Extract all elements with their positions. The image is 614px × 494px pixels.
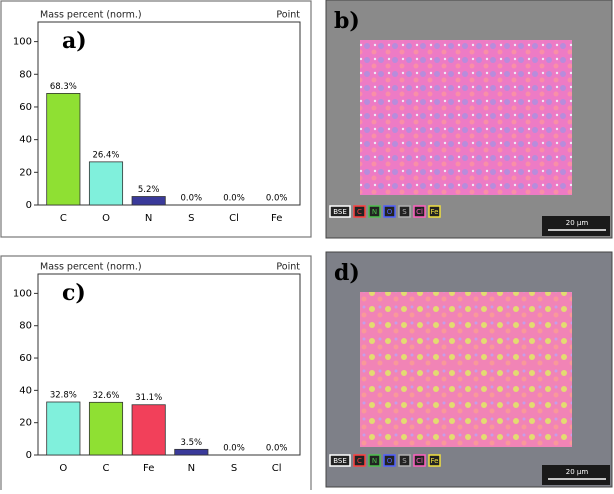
scale-box — [542, 465, 610, 485]
legend-box — [329, 205, 351, 218]
bar — [88, 401, 124, 456]
legend-box — [428, 454, 441, 467]
legend-box — [368, 454, 381, 467]
chart-title: Mass percent (norm.) — [40, 10, 142, 21]
x-tick-label: S — [231, 463, 237, 474]
value-label: 32.6% — [92, 391, 119, 401]
y-tick-label: 80 — [19, 69, 32, 80]
x-tick-label: O — [59, 463, 67, 474]
y-tick-label: 20 — [19, 167, 32, 178]
scale-box — [542, 216, 610, 236]
y-tick-label: 60 — [19, 353, 32, 364]
y-tick-label: 60 — [19, 102, 32, 113]
value-label: 0.0% — [266, 444, 288, 454]
scale-label: 20 µm — [566, 219, 589, 227]
legend-label: N — [372, 208, 377, 216]
y-tick-label: 100 — [13, 288, 32, 299]
y-tick-label: 0 — [26, 450, 32, 461]
panel-label: b) — [334, 8, 360, 34]
legend-label: C — [357, 208, 362, 216]
x-tick-label: Fe — [143, 463, 154, 474]
y-tick-label: 0 — [26, 200, 32, 211]
x-tick-label: C — [103, 463, 110, 474]
legend-box — [368, 205, 381, 218]
plot-area — [37, 273, 301, 456]
legend-box — [353, 205, 366, 218]
legend-label: O — [387, 457, 393, 465]
x-tick-label: S — [188, 213, 194, 224]
value-label: 0.0% — [181, 194, 203, 204]
legend-label: C — [357, 457, 362, 465]
panel-label: d) — [334, 260, 360, 286]
y-tick-label: 20 — [19, 418, 32, 429]
value-label: 26.4% — [92, 150, 119, 160]
legend-box — [413, 454, 426, 467]
legend-box — [428, 205, 441, 218]
y-tick-label: 100 — [13, 37, 32, 48]
value-label: 3.5% — [181, 438, 203, 448]
bar — [131, 196, 166, 206]
value-label: 5.2% — [138, 185, 160, 195]
legend-box — [398, 205, 411, 218]
legend-box — [353, 454, 366, 467]
panel-label: a) — [62, 28, 87, 54]
bar — [46, 401, 81, 456]
chart-title: Mass percent (norm.) — [40, 262, 142, 273]
legend-label: O — [387, 208, 393, 216]
bar — [131, 404, 166, 456]
value-label: 0.0% — [223, 444, 245, 454]
corner-label: Point — [276, 262, 300, 273]
legend-label: Fe — [431, 208, 439, 216]
x-tick-label: Cl — [272, 463, 282, 474]
value-label: 32.8% — [50, 390, 77, 400]
map-overlay — [360, 40, 572, 195]
legend-label: Fe — [431, 457, 439, 465]
map-overlay — [360, 292, 572, 447]
x-tick-label: Fe — [271, 213, 282, 224]
bar — [46, 93, 81, 206]
panel-label: c) — [62, 280, 86, 306]
plot-area — [37, 21, 301, 206]
value-label: 31.1% — [135, 393, 162, 403]
x-tick-label: N — [145, 213, 152, 224]
legend-box — [383, 454, 396, 467]
x-tick-label: Cl — [229, 213, 239, 224]
legend-label: BSE — [333, 457, 347, 465]
legend-label: N — [372, 457, 377, 465]
bar — [174, 448, 209, 456]
legend-box — [329, 454, 351, 467]
panel-frame — [0, 0, 312, 238]
legend-label: S — [402, 208, 407, 216]
legend-box — [398, 454, 411, 467]
value-label: 0.0% — [266, 194, 288, 204]
legend-label: BSE — [333, 208, 347, 216]
y-tick-label: 80 — [19, 321, 32, 332]
value-label: 68.3% — [50, 82, 77, 92]
value-label: 0.0% — [223, 194, 245, 204]
bar — [88, 161, 124, 206]
x-tick-label: N — [188, 463, 195, 474]
x-tick-label: O — [102, 213, 110, 224]
legend-label: Cl — [416, 457, 423, 465]
corner-label: Point — [276, 10, 300, 21]
legend-box — [383, 205, 396, 218]
scale-label: 20 µm — [566, 468, 589, 476]
legend-label: Cl — [416, 208, 423, 216]
y-tick-label: 40 — [19, 135, 32, 146]
x-tick-label: C — [60, 213, 67, 224]
legend-label: S — [402, 457, 407, 465]
y-tick-label: 40 — [19, 385, 32, 396]
legend-box — [413, 205, 426, 218]
